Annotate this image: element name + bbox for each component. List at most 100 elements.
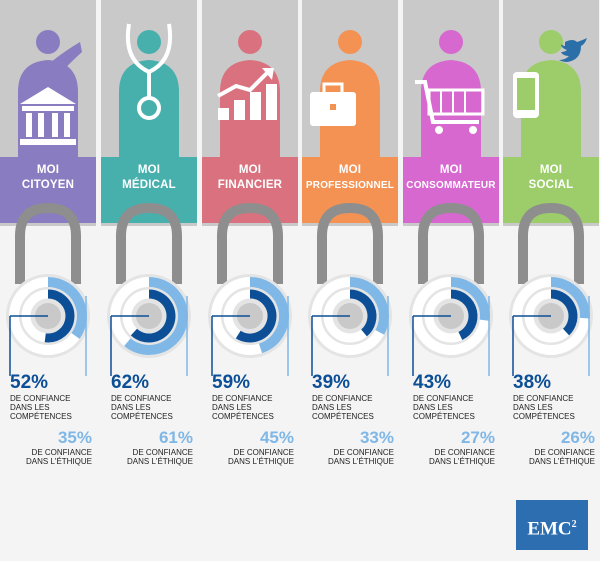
ethics-arc bbox=[47, 277, 87, 339]
person-figure bbox=[415, 30, 485, 157]
category-column: MOI PROFESSIONNEL 39% DE CONFIANCE DANS LES C… bbox=[302, 0, 398, 480]
competence-caption: DE CONFIANCE DANS LES COMPÉTENCES bbox=[212, 394, 296, 421]
ethics-caption: DE CONFIANCE DANS L'ÉTHIQUE bbox=[511, 448, 595, 466]
caption-line: DANS L'ÉTHIQUE bbox=[328, 457, 394, 466]
caption-line: DE CONFIANCE bbox=[333, 448, 394, 457]
ethics-percent: 33% bbox=[359, 428, 394, 447]
competence-caption: DE CONFIANCE DANS LES COMPÉTENCES bbox=[413, 394, 497, 421]
ethics-percent: 26% bbox=[560, 428, 595, 447]
competence-percent: 43% bbox=[413, 372, 452, 393]
emc-logo: EMC2 bbox=[516, 500, 588, 550]
caption-line: DE CONFIANCE bbox=[312, 394, 373, 403]
ethics-arc bbox=[550, 277, 590, 319]
category-column: MOI SOCIAL 38% DE CONFIANCE DANS LES COMPÉTEN… bbox=[503, 0, 599, 480]
caption-line: DE CONFIANCE bbox=[31, 448, 92, 457]
category-column: MOI MÉDICAL 62% DE CONFIANCE DANS LES COMPÉTE… bbox=[101, 0, 197, 480]
caption-line: DANS LES bbox=[111, 403, 151, 412]
caption-line: DANS L'ÉTHIQUE bbox=[529, 457, 595, 466]
caption-line: DANS LES bbox=[513, 403, 553, 412]
caption-line: DE CONFIANCE bbox=[132, 448, 193, 457]
padlock-gauge bbox=[308, 202, 392, 376]
padlock-gauge bbox=[208, 202, 292, 376]
ethics-arc bbox=[450, 277, 490, 321]
ethics-arc bbox=[349, 277, 389, 335]
caption-line: DANS L'ÉTHIQUE bbox=[26, 457, 92, 466]
ethics-percent: 27% bbox=[460, 428, 495, 447]
category-label-line1: MOI bbox=[338, 164, 362, 176]
briefcase-icon bbox=[310, 82, 356, 126]
caption-line: DANS LES bbox=[10, 403, 50, 412]
caption-line: DANS L'ÉTHIQUE bbox=[429, 457, 495, 466]
competence-arc bbox=[235, 289, 277, 343]
ethics-caption: DE CONFIANCE DANS L'ÉTHIQUE bbox=[210, 448, 294, 466]
ethics-percent: 35% bbox=[57, 428, 92, 447]
ethics-caption: DE CONFIANCE DANS L'ÉTHIQUE bbox=[310, 448, 394, 466]
caption-line: COMPÉTENCES bbox=[312, 412, 374, 421]
caption-line: DANS L'ÉTHIQUE bbox=[228, 457, 294, 466]
category-label-line2: PROFESSIONNEL bbox=[305, 180, 395, 191]
padlock-gauge bbox=[107, 202, 191, 376]
competence-caption: DE CONFIANCE DANS LES COMPÉTENCES bbox=[513, 394, 597, 421]
ethics-percent: 45% bbox=[259, 428, 294, 447]
competence-percent: 39% bbox=[312, 372, 351, 393]
person-figure bbox=[513, 30, 587, 157]
category-column: MOI CONSOMMATEUR 43% DE CONFIANCE DANS LES CO… bbox=[403, 0, 499, 480]
competence-percent: 52% bbox=[10, 372, 49, 393]
shopping-cart-icon bbox=[415, 80, 485, 134]
caption-line: DE CONFIANCE bbox=[413, 394, 474, 403]
caption-line: DE CONFIANCE bbox=[534, 448, 595, 457]
ethics-arc bbox=[124, 277, 188, 355]
category-label-line1: MOI bbox=[238, 164, 262, 176]
ethics-percent: 61% bbox=[158, 428, 193, 447]
ethics-arc bbox=[249, 277, 290, 354]
caption-line: DE CONFIANCE bbox=[434, 448, 495, 457]
competence-caption: DE CONFIANCE DANS LES COMPÉTENCES bbox=[111, 394, 195, 421]
competence-percent: 59% bbox=[212, 372, 251, 393]
smartphone-twitter-icon bbox=[513, 38, 587, 118]
category-column: MOI FINANCIER 59% DE CONFIANCE DANS LES COMPÉ… bbox=[202, 0, 298, 480]
category-label-line2: CONSOMMATEUR bbox=[406, 180, 496, 191]
caption-line: COMPÉTENCES bbox=[111, 412, 173, 421]
padlock-gauge bbox=[409, 202, 493, 376]
competence-arc bbox=[349, 289, 377, 337]
competence-caption: DE CONFIANCE DANS LES COMPÉTENCES bbox=[10, 394, 94, 421]
caption-line: COMPÉTENCES bbox=[212, 412, 274, 421]
category-label-line1: MOI bbox=[439, 164, 463, 176]
padlock-gauge bbox=[6, 202, 90, 376]
category-label-line2: MÉDICAL bbox=[122, 179, 176, 191]
competence-arc bbox=[450, 289, 478, 340]
padlock-gauge bbox=[509, 202, 593, 376]
caption-line: DE CONFIANCE bbox=[10, 394, 71, 403]
competence-arc bbox=[550, 289, 578, 336]
caption-line: DANS LES bbox=[212, 403, 252, 412]
category-column: MOI CITOYEN 52% DE CONFIANCE DANS LES COMPÉTE… bbox=[0, 0, 96, 480]
competence-arc bbox=[44, 289, 75, 343]
caption-line: DE CONFIANCE bbox=[233, 448, 294, 457]
ethics-caption: DE CONFIANCE DANS L'ÉTHIQUE bbox=[8, 448, 92, 466]
person-figure bbox=[310, 30, 380, 157]
category-label-line2: SOCIAL bbox=[528, 179, 574, 191]
category-label-line1: MOI bbox=[36, 164, 60, 176]
person-figure bbox=[217, 30, 280, 157]
caption-line: DE CONFIANCE bbox=[111, 394, 172, 403]
competence-percent: 38% bbox=[513, 372, 552, 393]
ethics-caption: DE CONFIANCE DANS L'ÉTHIQUE bbox=[109, 448, 193, 466]
caption-line: DE CONFIANCE bbox=[513, 394, 574, 403]
caption-line: COMPÉTENCES bbox=[513, 412, 575, 421]
caption-line: COMPÉTENCES bbox=[10, 412, 72, 421]
competence-percent: 62% bbox=[111, 372, 150, 393]
government-building-icon bbox=[20, 42, 82, 145]
person-figure bbox=[18, 30, 82, 157]
caption-line: DE CONFIANCE bbox=[212, 394, 273, 403]
caption-line: COMPÉTENCES bbox=[413, 412, 475, 421]
caption-line: DANS LES bbox=[312, 403, 352, 412]
competence-caption: DE CONFIANCE DANS LES COMPÉTENCES bbox=[312, 394, 396, 421]
category-label: MOI FINANCIER bbox=[202, 157, 298, 223]
category-label-line1: MOI bbox=[539, 164, 563, 176]
growth-chart-icon bbox=[217, 68, 277, 120]
caption-line: DANS LES bbox=[413, 403, 453, 412]
competence-arc bbox=[130, 289, 176, 343]
category-label-line1: MOI bbox=[137, 164, 161, 176]
ethics-caption: DE CONFIANCE DANS L'ÉTHIQUE bbox=[411, 448, 495, 466]
